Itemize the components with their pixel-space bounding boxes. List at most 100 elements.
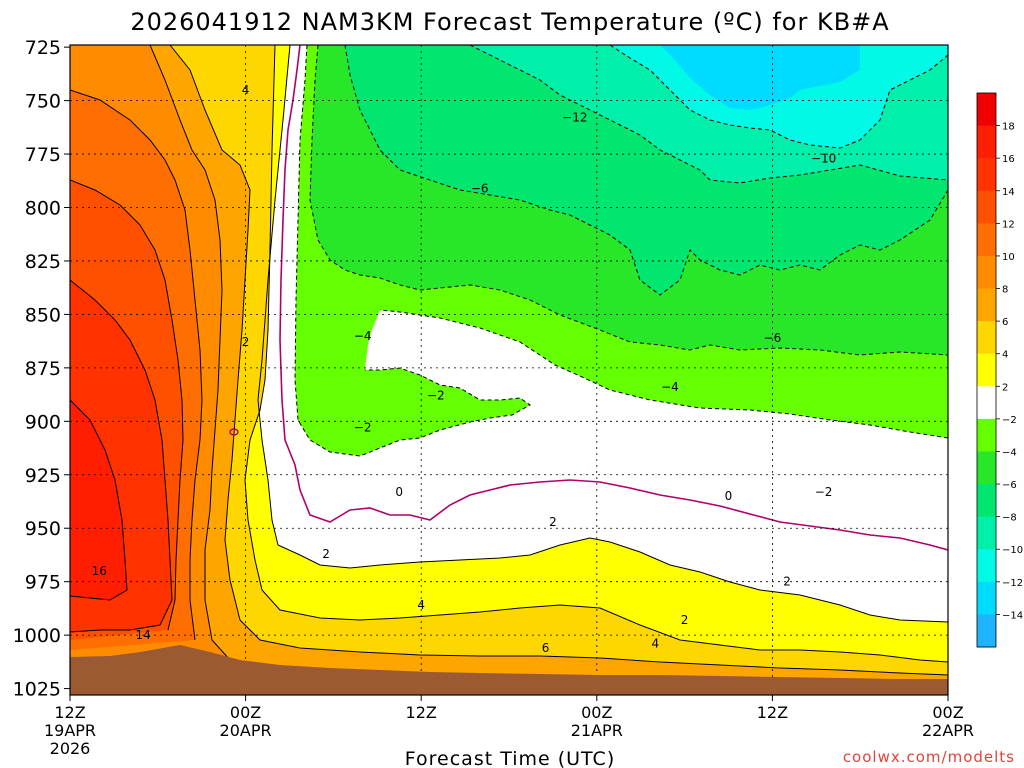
y-tick-label: 825 — [25, 251, 61, 273]
contour-label: 2 — [681, 613, 689, 627]
contour-label: 4 — [652, 637, 660, 651]
x-tick-label: 2026 — [50, 739, 91, 758]
contour-line-warm-6 — [169, 45, 251, 621]
colorbar-swatch — [977, 223, 996, 257]
colorbar-label: 18 — [1002, 122, 1015, 133]
colorbar-label: −8 — [1002, 513, 1017, 524]
contour-label: −2 — [427, 389, 445, 403]
colorbar-swatch — [977, 516, 996, 550]
x-tick-label: 00Z — [230, 703, 261, 722]
x-tick-label: 12Z — [406, 703, 437, 722]
contour-line-minus-10 — [469, 45, 948, 184]
x-tick-label: 20APR — [220, 721, 272, 740]
colorbar-label: 14 — [1002, 187, 1015, 198]
colorbar-label: 16 — [1002, 154, 1015, 165]
colorbar-label: 2 — [1002, 382, 1008, 393]
contour-line-warm-14 — [70, 279, 173, 633]
colorbar-label: −12 — [1002, 578, 1023, 589]
credit-text: coolwx.com/modelts — [843, 748, 1015, 766]
contour-label: 4 — [417, 598, 425, 612]
freezing-line-loop — [229, 428, 239, 436]
band-red-16 — [70, 400, 127, 600]
x-tick-label: 12Z — [54, 703, 85, 722]
contour-label: 4 — [242, 83, 250, 97]
contour-line-4 — [261, 589, 948, 663]
contour-line-warm-16 — [70, 399, 128, 601]
colorbar-label: −10 — [1002, 545, 1023, 556]
contour-line-warm-2 — [257, 45, 291, 546]
grid-lines — [70, 45, 948, 695]
contour-line-warm-10 — [70, 89, 203, 641]
colorbar-swatch — [977, 484, 996, 518]
contour-label: 16 — [92, 564, 107, 578]
contour-line-minus-12 — [609, 45, 948, 149]
colorbar-swatch — [977, 288, 996, 322]
y-tick-label: 875 — [25, 358, 61, 380]
colorbar-label: 10 — [1002, 252, 1015, 263]
colorbar-swatch — [977, 581, 996, 615]
colorbar-label: −14 — [1002, 610, 1023, 621]
negative-contours — [294, 45, 948, 457]
x-tick-label: 22APR — [922, 721, 974, 740]
colorbar-swatch — [977, 125, 996, 159]
x-tick-label: 19APR — [44, 721, 96, 740]
y-tick-label: 750 — [25, 91, 61, 113]
contour-line-warm-4 — [244, 45, 276, 591]
x-tick-label: 12Z — [757, 703, 788, 722]
contour-label: −6 — [764, 331, 782, 345]
contour-label: 2 — [549, 515, 557, 529]
colorbar-swatch — [977, 386, 996, 420]
y-tick-label: 900 — [25, 411, 61, 433]
y-tick-label: 1025 — [13, 679, 61, 701]
freezing-line-0c — [279, 45, 948, 551]
x-axis-label: Forecast Time (UTC) — [405, 748, 615, 768]
contour-label: 6 — [542, 641, 550, 655]
y-tick-label: 800 — [25, 198, 61, 220]
contour-label: 2 — [783, 575, 791, 589]
contour-lines — [70, 45, 948, 676]
colorbar: 18 16 14 12 10 8 6 4 2 −2 −4 −6 −8 −10 −12 −14 — [976, 92, 1023, 648]
surface-ground — [70, 645, 948, 695]
contour-label: 0 — [725, 489, 733, 503]
contour-line-2 — [277, 537, 948, 623]
contour-label: 0 — [395, 485, 403, 499]
contour-label: −2 — [815, 485, 833, 499]
contour-line-minus-4 — [309, 45, 948, 356]
y-tick-label: 975 — [25, 572, 61, 594]
colorbar-label: 6 — [1002, 317, 1008, 328]
colorbar-swatch — [977, 418, 996, 452]
colorbar-swatch — [977, 614, 996, 648]
contour-label: 14 — [136, 628, 151, 642]
colorbar-swatch — [977, 321, 996, 355]
colorbar-label: 4 — [1002, 350, 1008, 361]
colorbar-swatch — [977, 549, 996, 583]
colorbar-label: 8 — [1002, 285, 1008, 296]
x-tick-label: 00Z — [932, 703, 963, 722]
plot-frame — [69, 44, 949, 696]
colorbar-swatch — [977, 190, 996, 224]
colorbar-label: −2 — [1002, 415, 1017, 426]
colorbar-label: −4 — [1002, 447, 1017, 458]
y-tick-label: 925 — [25, 465, 61, 487]
y-tick-label: 725 — [25, 37, 61, 59]
x-tick-label: 00Z — [581, 703, 612, 722]
colorbar-frame — [976, 92, 997, 648]
contour-label: 2 — [322, 547, 330, 561]
contour-label: −2 — [354, 421, 372, 435]
colorbar-label: 12 — [1002, 219, 1015, 230]
contour-label: 2 — [242, 335, 250, 349]
contour-line-warm-8 — [149, 45, 231, 661]
x-tick-label: 21APR — [571, 721, 623, 740]
colorbar-swatch — [977, 353, 996, 387]
contour-label: −4 — [354, 329, 372, 343]
colorbar-swatch — [977, 255, 996, 290]
chart-title: 2026041912 NAM3KM Forecast Temperature (… — [130, 8, 889, 36]
colorbar-swatch — [977, 451, 996, 485]
y-axis: 725 750 775 800 825 850 875 900 925 950 975 1000 102… — [13, 37, 70, 701]
colorbar-swatch — [977, 158, 996, 192]
colorbar-label: −6 — [1002, 480, 1017, 491]
y-tick-label: 775 — [25, 144, 61, 166]
contour-label: −6 — [471, 181, 489, 195]
